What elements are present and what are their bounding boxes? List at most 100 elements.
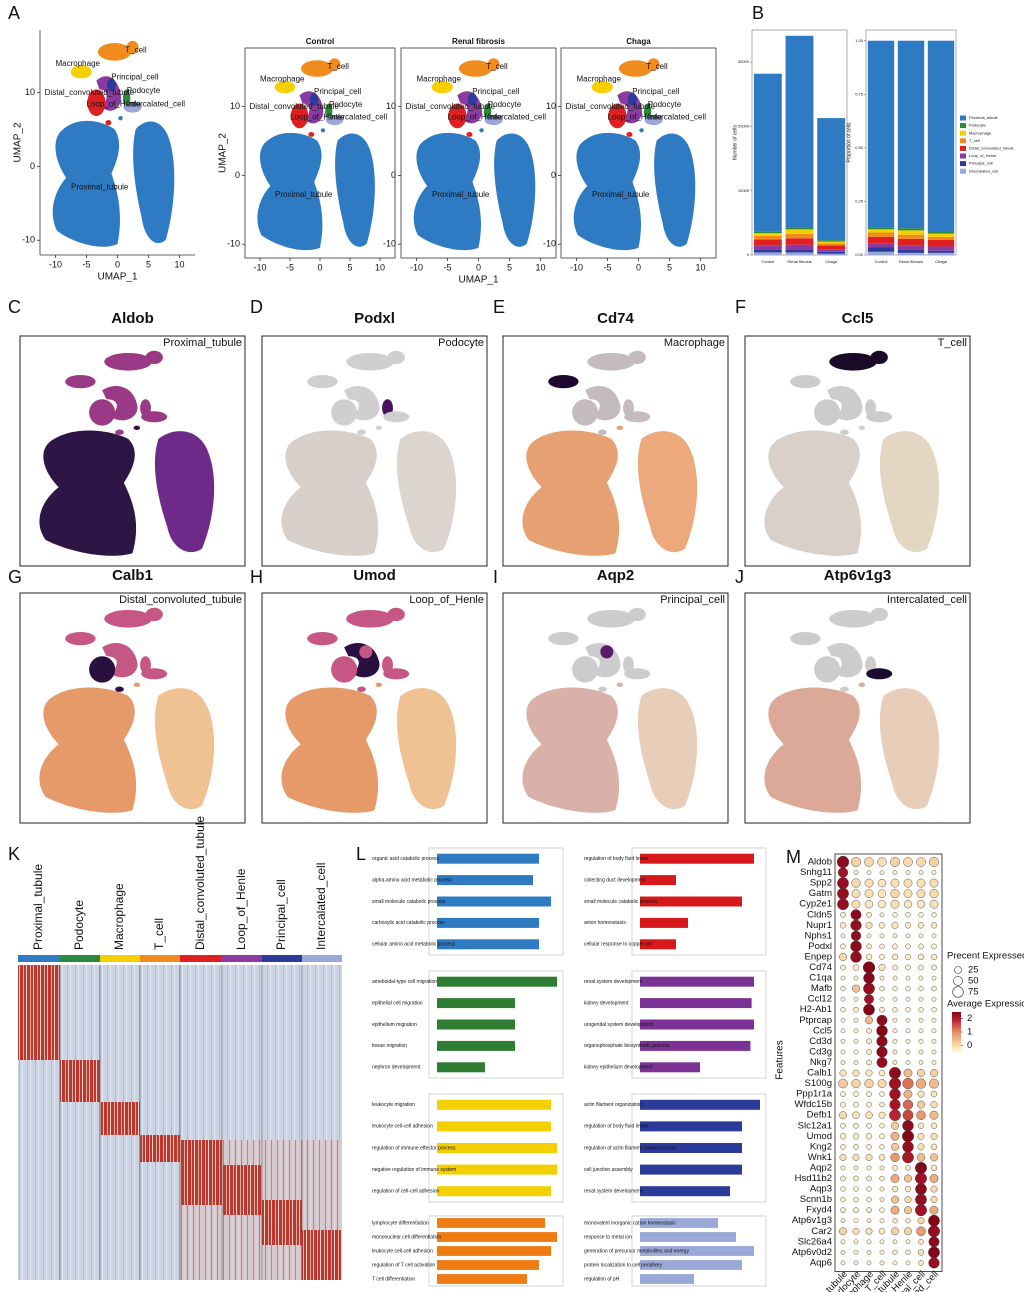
legend-swatch [960, 130, 966, 136]
dot [890, 1131, 900, 1141]
cluster-label: Intercalated_cell [488, 112, 546, 121]
dot [866, 911, 872, 918]
legend-label: T_cell [969, 138, 980, 143]
bar-segment [897, 252, 925, 255]
go-bar [640, 1040, 751, 1051]
feature-label: Hsd11b2 [795, 1173, 832, 1184]
dot [889, 1067, 901, 1079]
bar-segment [927, 246, 955, 251]
dot [862, 961, 876, 974]
dot [892, 1260, 898, 1266]
panel-letter: L [356, 844, 366, 864]
go-bar [437, 1186, 551, 1197]
dot [840, 1144, 846, 1150]
x-tick-label: 5 [667, 262, 672, 272]
go-bar [640, 853, 754, 864]
colorbar-step [952, 1027, 961, 1029]
feature-label: Scnn1b [800, 1194, 832, 1205]
bar-segment [785, 229, 814, 234]
dot [851, 889, 861, 899]
x-tick-label: -5 [82, 259, 90, 269]
dot [917, 953, 925, 961]
colorbar-label: 1 [967, 1027, 972, 1038]
dot [931, 912, 937, 918]
dot [892, 1017, 898, 1023]
dot [905, 964, 911, 971]
colorbar-step [952, 1013, 961, 1016]
go-term: anion homeostasis [584, 920, 626, 926]
dot [866, 1028, 872, 1034]
x-tick-label: 5 [347, 262, 352, 272]
dot [851, 878, 861, 888]
dot [879, 870, 885, 875]
bar-segment [897, 40, 925, 229]
dot [840, 1250, 846, 1255]
cluster-label: Principal_cell [632, 87, 679, 96]
x-tick-label: 0 [317, 262, 322, 272]
panel-letter: C [8, 297, 21, 317]
panel-letter: G [8, 567, 22, 587]
dot [930, 922, 938, 929]
cluster-label: Proximal_tubule [275, 190, 333, 199]
bar-segment [867, 247, 895, 252]
go-term: kidney epithelium development [584, 1065, 653, 1071]
dot [853, 1122, 859, 1129]
dot [865, 921, 873, 929]
dot [931, 943, 937, 950]
cluster-label: Loop_of_Henle [448, 112, 503, 121]
x-tick-label: 10 [174, 259, 184, 269]
dot [917, 1090, 925, 1098]
go-bar [437, 1274, 527, 1284]
dot [840, 1218, 846, 1224]
feature-cell-label: Podocyte [438, 337, 484, 349]
colorbar-step [952, 1043, 961, 1046]
feature-label: H2-Ab1 [800, 1004, 832, 1015]
dot [917, 1249, 925, 1256]
dot [905, 1039, 911, 1044]
dot [902, 1120, 914, 1132]
dot [890, 899, 900, 909]
legend-label: Loop_of_Henle [969, 153, 997, 158]
heatmap-block [180, 1140, 222, 1205]
dot [904, 1227, 912, 1236]
dot [918, 1239, 924, 1245]
dot [840, 1186, 846, 1192]
dot [864, 900, 874, 909]
y-tick-label: 0 [30, 161, 35, 171]
go-bar [640, 1143, 742, 1153]
colorbar-step [952, 1045, 961, 1048]
go-term: leukocyte cell-cell adhesion [372, 1248, 433, 1254]
dot [904, 1174, 912, 1183]
dot [929, 878, 939, 888]
dot [852, 1069, 860, 1077]
cluster-label: Principal_cell [111, 72, 158, 81]
colorbar-step [952, 1035, 961, 1038]
dot [890, 889, 900, 899]
cluster-label: Distal_convoluted_tubule [566, 102, 656, 111]
dot [865, 1069, 873, 1077]
size-legend-label: 75 [968, 987, 979, 998]
colorbar-step [952, 1048, 961, 1051]
bar-segment [817, 253, 846, 255]
dot [853, 1101, 859, 1108]
cluster-bar [262, 955, 302, 962]
dot [866, 1144, 872, 1150]
go-term: organic acid catabolic process [372, 856, 439, 862]
dot [876, 1025, 888, 1037]
go-bar [437, 853, 539, 864]
heatmap-cluster-label: Intercalated_cell [314, 863, 328, 950]
y-tick-label: -10 [543, 239, 556, 249]
feature-label: Calb1 [807, 1068, 832, 1079]
feature-label: Umod [807, 1131, 832, 1142]
colorbar-step [952, 1047, 961, 1049]
dot [931, 1007, 937, 1013]
size-legend-dot [954, 966, 962, 974]
go-term: regulation of actin filament-based proce… [584, 1145, 677, 1151]
go-term: protein localization to cell periphery [584, 1262, 663, 1268]
dot [918, 912, 924, 918]
dot [853, 1144, 859, 1150]
dot [879, 1250, 885, 1255]
go-bar [437, 1040, 515, 1051]
dot [879, 1260, 885, 1266]
dot [853, 1039, 859, 1044]
